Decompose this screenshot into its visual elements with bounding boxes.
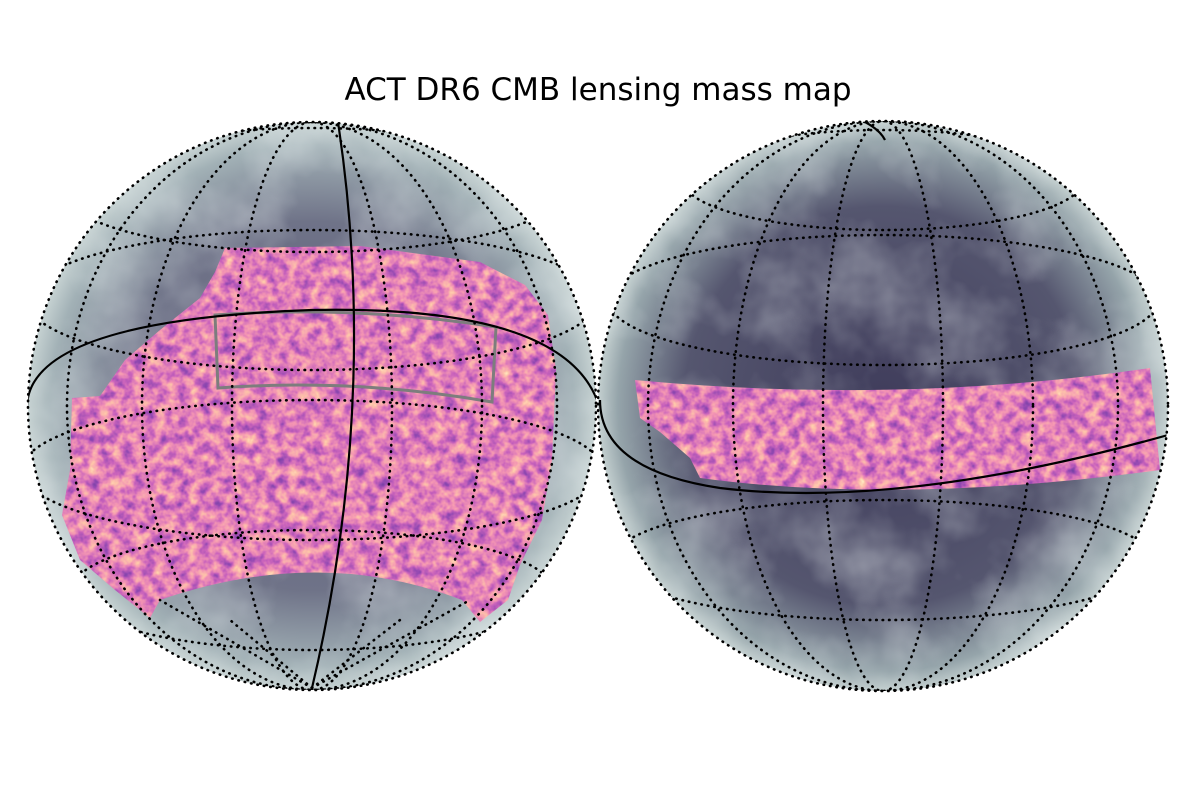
lensing-patch (635, 368, 1160, 490)
outline-box (213, 310, 498, 404)
chart-title: ACT DR6 CMB lensing mass map (344, 72, 852, 108)
right-globe (598, 121, 1168, 691)
left-globe (28, 122, 596, 690)
lensing-patch (62, 246, 556, 622)
